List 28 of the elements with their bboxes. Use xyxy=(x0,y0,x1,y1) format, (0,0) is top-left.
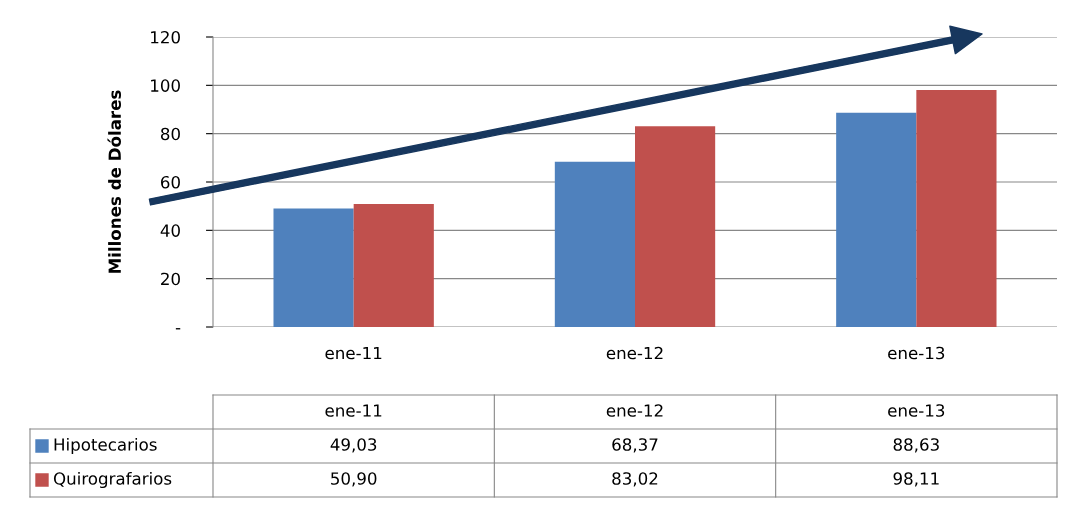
bar xyxy=(635,126,716,327)
bar xyxy=(916,89,997,327)
legend-label: Quirografarios xyxy=(53,471,172,489)
x-tick-label: ene-11 xyxy=(325,346,382,360)
x-tick-label: ene-13 xyxy=(888,346,945,360)
data-label: 49,03 xyxy=(330,438,377,453)
bar xyxy=(353,203,434,327)
y-tick-label: 100 xyxy=(151,79,180,92)
legend-label: Hipotecarios xyxy=(54,437,157,455)
bar xyxy=(554,161,635,327)
data-label: 98,11 xyxy=(893,472,939,487)
bar xyxy=(273,208,354,327)
data-label: 68,37 xyxy=(612,438,658,453)
data-label: 83,02 xyxy=(612,472,658,487)
data-label: 88,63 xyxy=(893,438,939,453)
data-label: 50,90 xyxy=(331,472,377,487)
category-label: ene-12 xyxy=(606,404,663,417)
y-tick-label: 80 xyxy=(160,127,180,141)
bar xyxy=(836,112,917,327)
y-tick-label: - xyxy=(175,328,181,330)
y-tick-label: 40 xyxy=(160,224,180,237)
category-label: ene-11 xyxy=(325,404,382,417)
x-tick-label: ene-12 xyxy=(606,346,663,360)
y-tick-label: 20 xyxy=(161,272,180,286)
category-label: ene-13 xyxy=(888,404,945,417)
y-tick-label: 120 xyxy=(151,30,180,44)
y-axis-title: Millones de Dólares xyxy=(107,90,122,273)
y-tick-label: 60 xyxy=(161,175,180,189)
